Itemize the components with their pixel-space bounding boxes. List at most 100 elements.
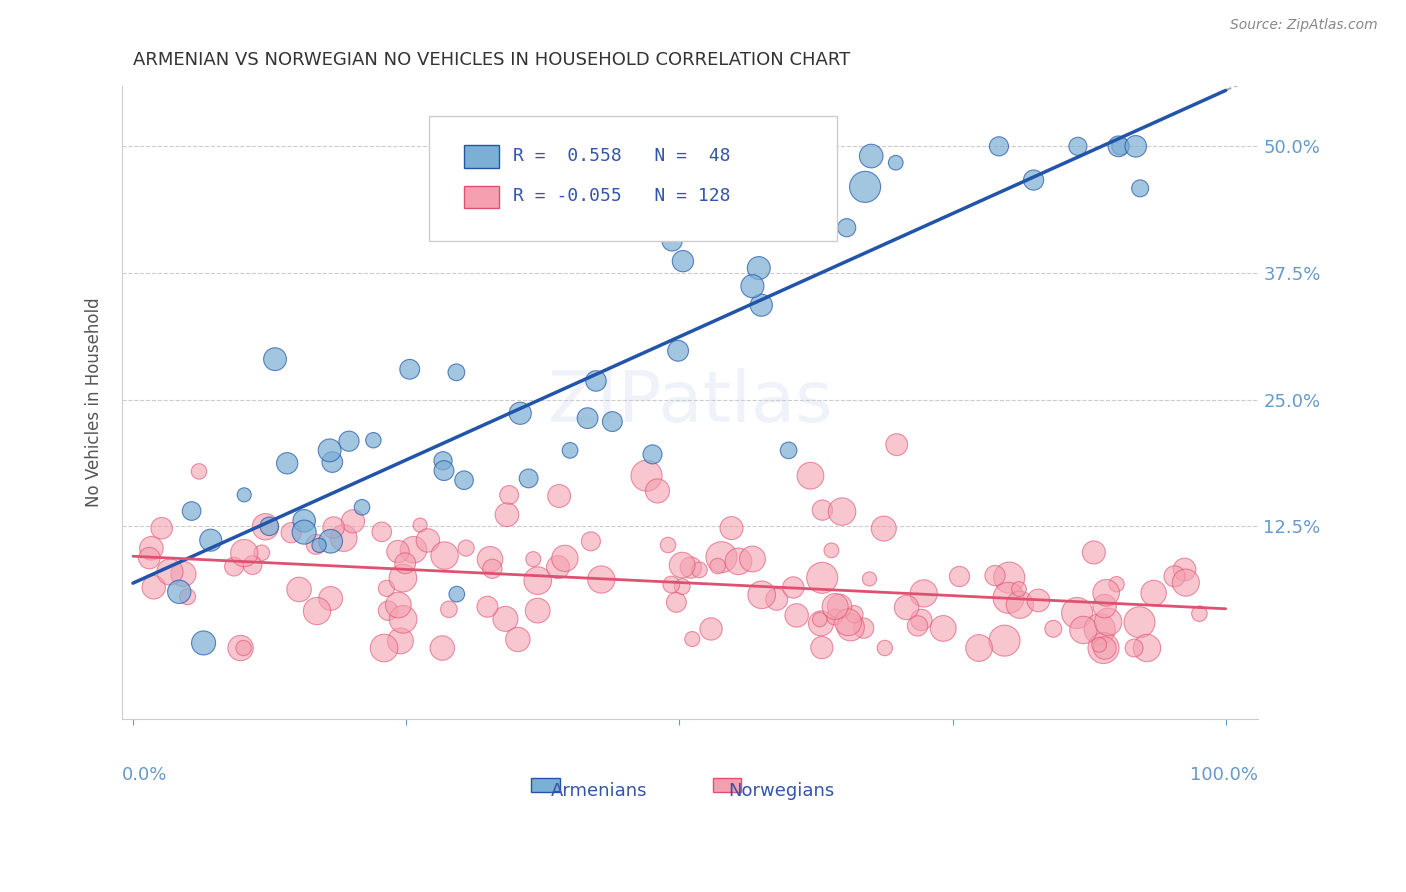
- Point: [852, 621, 875, 635]
- Point: [647, 483, 669, 498]
- Point: [671, 558, 693, 573]
- Point: [172, 567, 194, 582]
- Point: [672, 254, 695, 268]
- Point: [720, 521, 742, 535]
- Point: [446, 365, 468, 379]
- Point: [1094, 640, 1116, 655]
- Point: [1073, 623, 1095, 637]
- Point: [180, 504, 202, 518]
- Text: R =  0.558   N =  48: R = 0.558 N = 48: [513, 147, 731, 165]
- Point: [1128, 615, 1150, 630]
- Point: [432, 640, 454, 655]
- Point: [322, 520, 344, 534]
- Point: [259, 519, 281, 533]
- Point: [681, 632, 703, 646]
- Point: [1173, 562, 1195, 576]
- Point: [1028, 593, 1050, 607]
- Point: [350, 500, 373, 515]
- Point: [1042, 622, 1064, 636]
- Point: [392, 612, 415, 626]
- Point: [1109, 139, 1132, 153]
- Point: [602, 415, 624, 429]
- Point: [835, 220, 858, 235]
- Point: [748, 261, 770, 276]
- Point: [446, 587, 468, 601]
- Point: [522, 552, 544, 566]
- Point: [1163, 569, 1185, 583]
- Point: [997, 591, 1019, 605]
- Point: [984, 568, 1007, 582]
- Point: [1088, 622, 1111, 636]
- Point: [824, 610, 846, 624]
- Point: [416, 533, 439, 548]
- Point: [749, 298, 772, 312]
- Point: [402, 542, 425, 557]
- Point: [332, 531, 354, 545]
- Point: [250, 546, 273, 560]
- Point: [910, 613, 932, 627]
- Point: [233, 488, 256, 502]
- Point: [477, 599, 499, 614]
- Point: [844, 607, 866, 622]
- Point: [233, 546, 256, 560]
- Point: [998, 571, 1021, 585]
- Point: [858, 572, 880, 586]
- Point: [494, 612, 516, 626]
- Point: [1188, 607, 1211, 621]
- Point: [398, 362, 420, 376]
- Point: [810, 616, 832, 631]
- Point: [884, 155, 907, 169]
- Point: [280, 525, 302, 540]
- Point: [371, 524, 394, 539]
- Point: [387, 598, 409, 612]
- Point: [778, 443, 800, 458]
- Point: [498, 488, 520, 502]
- Point: [254, 520, 277, 534]
- Point: [176, 590, 198, 604]
- Point: [1174, 575, 1197, 590]
- Point: [1136, 640, 1159, 655]
- Point: [1088, 638, 1111, 652]
- Text: Norwegians: Norwegians: [728, 782, 834, 800]
- Point: [526, 604, 548, 618]
- Point: [167, 584, 190, 599]
- Point: [433, 464, 456, 478]
- Point: [305, 604, 328, 618]
- Point: [453, 473, 475, 487]
- Point: [506, 632, 529, 647]
- Point: [548, 489, 571, 503]
- Point: [896, 600, 918, 615]
- Point: [1097, 615, 1119, 629]
- Point: [1008, 598, 1031, 612]
- Point: [579, 534, 602, 549]
- Point: [394, 556, 416, 570]
- Point: [873, 522, 896, 536]
- Point: [292, 514, 315, 528]
- Point: [432, 454, 454, 468]
- Point: [679, 560, 702, 574]
- Point: [585, 374, 607, 388]
- Point: [264, 352, 287, 367]
- Point: [657, 538, 679, 552]
- Point: [811, 503, 834, 517]
- Text: R = -0.055   N = 128: R = -0.055 N = 128: [513, 187, 731, 205]
- Point: [700, 622, 723, 636]
- Point: [242, 558, 264, 573]
- Point: [1008, 582, 1031, 596]
- Point: [142, 580, 165, 594]
- Point: [1067, 139, 1090, 153]
- Point: [741, 552, 763, 566]
- Point: [1022, 173, 1045, 187]
- Point: [782, 581, 804, 595]
- Y-axis label: No Vehicles in Household: No Vehicles in Household: [86, 297, 103, 507]
- Point: [222, 559, 245, 574]
- Point: [1123, 640, 1146, 655]
- Bar: [713, 778, 741, 792]
- Point: [437, 602, 460, 616]
- Point: [659, 577, 682, 591]
- Point: [641, 447, 664, 461]
- Point: [509, 406, 531, 420]
- Point: [907, 619, 929, 633]
- Point: [276, 456, 298, 470]
- Point: [1105, 577, 1128, 591]
